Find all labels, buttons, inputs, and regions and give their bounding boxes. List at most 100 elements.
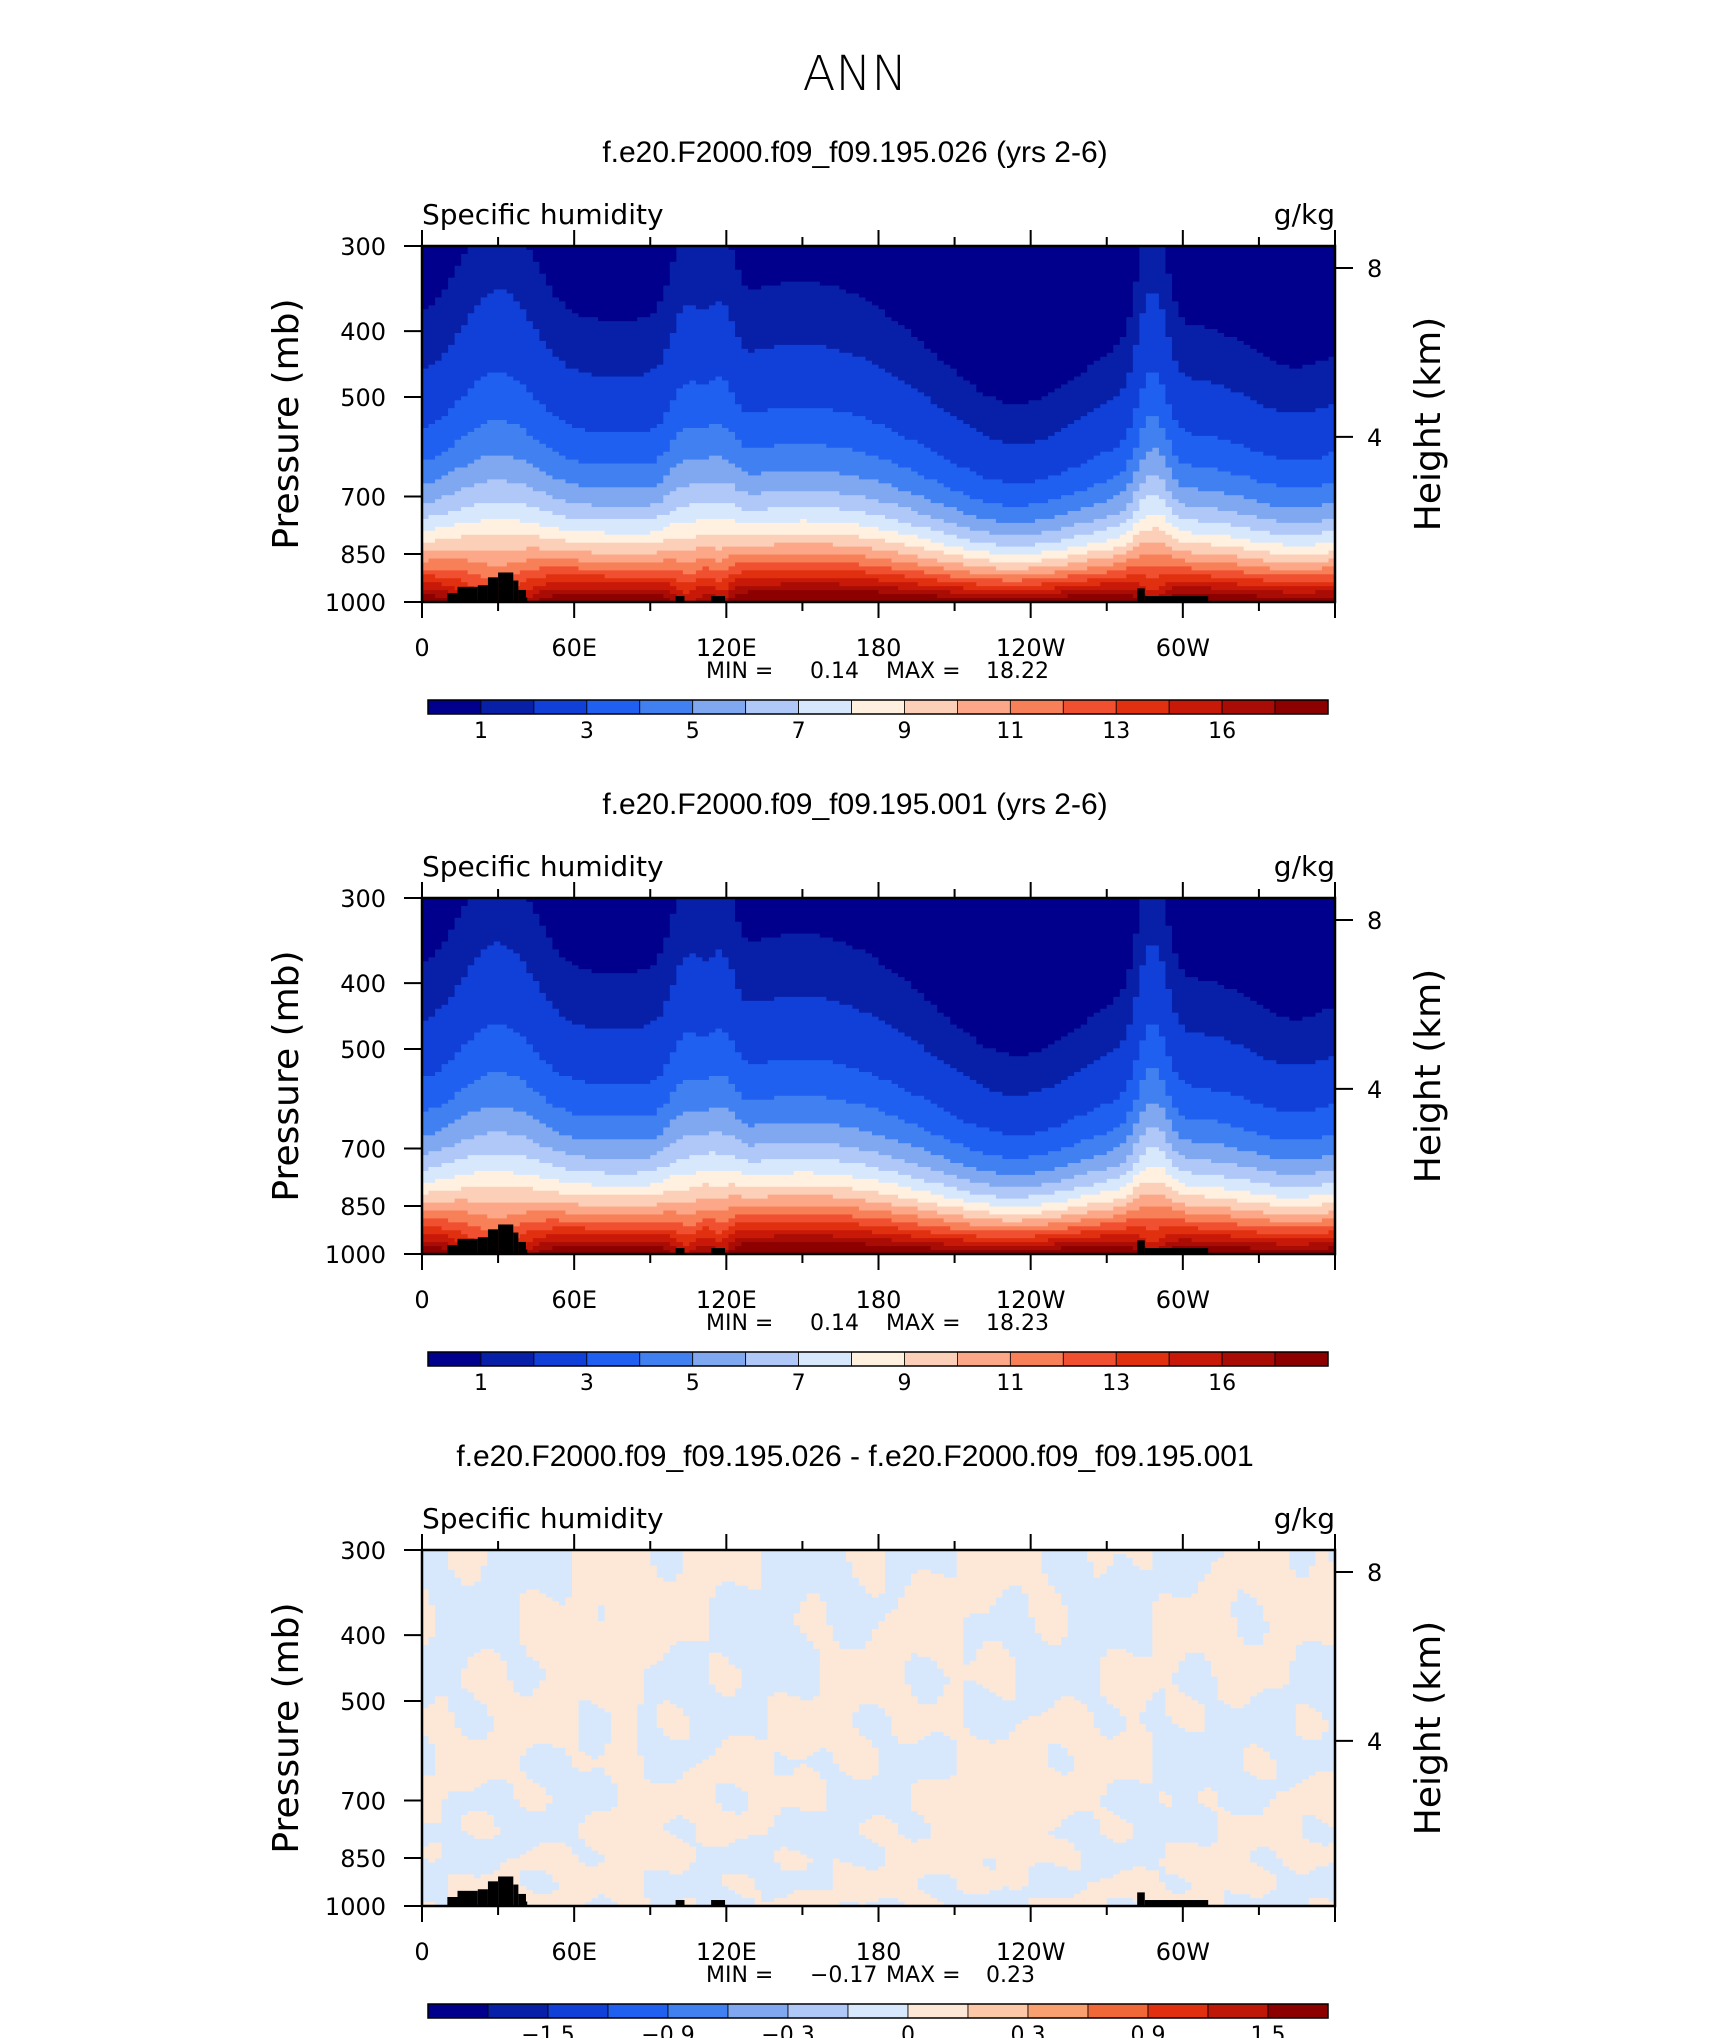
heatmap-cell xyxy=(800,1605,827,1610)
heatmap-cell xyxy=(1289,1550,1317,1555)
heatmap-cell xyxy=(1132,1127,1147,1132)
heatmap-cell xyxy=(741,269,1140,275)
heatmap-cell xyxy=(617,1799,717,1804)
heatmap-cell xyxy=(767,1830,860,1836)
heatmap-cell xyxy=(1171,352,1264,358)
heatmap-cell xyxy=(435,1633,521,1638)
heatmap-cell xyxy=(663,293,860,299)
heatmap-cell xyxy=(898,1597,997,1603)
heatmap-cell xyxy=(1132,949,1147,954)
heatmap-cell xyxy=(858,1577,886,1583)
heatmap-cell xyxy=(519,1637,710,1642)
heatmap-cell xyxy=(1054,570,1108,575)
heatmap-cell xyxy=(519,1692,534,1697)
heatmap-cell xyxy=(1139,1170,1167,1176)
heatmap-cell xyxy=(422,1182,593,1188)
heatmap-cell xyxy=(1139,269,1167,275)
heatmap-cell xyxy=(676,257,736,263)
heatmap-cell xyxy=(663,356,867,362)
heatmap-cell xyxy=(1269,1755,1336,1761)
heatmap-cell xyxy=(1158,1068,1173,1073)
heatmap-cell xyxy=(1178,1668,1212,1674)
heatmap-cell xyxy=(656,1151,710,1156)
heatmap-cell xyxy=(1113,475,1134,480)
heatmap-cell xyxy=(676,392,736,397)
heatmap-cell xyxy=(748,1143,756,1148)
heatmap-cell xyxy=(1171,443,1245,449)
heatmap-cell xyxy=(1028,1898,1108,1903)
heatmap-cell xyxy=(774,542,834,548)
heatmap-cell xyxy=(669,1870,684,1875)
heatmap-cell xyxy=(1113,1000,1134,1006)
heatmap-cell xyxy=(735,1246,932,1251)
heatmap-cell xyxy=(871,1012,945,1018)
heatmap-cell xyxy=(924,1048,997,1053)
heatmap-cell xyxy=(1119,1091,1140,1097)
heatmap-cell xyxy=(865,1103,938,1109)
heatmap-cell xyxy=(1041,530,1095,536)
heatmap-cell xyxy=(904,1032,971,1038)
heatmap-cell xyxy=(858,293,1134,299)
heatmap-cell xyxy=(422,289,443,295)
heatmap-cell xyxy=(480,518,521,524)
heatmap-cell xyxy=(1132,451,1147,457)
heatmap-cell xyxy=(422,495,443,500)
heatmap-cell xyxy=(480,1076,521,1081)
heatmap-cell xyxy=(1211,380,1336,386)
heatmap-cell xyxy=(422,909,462,915)
heatmap-cell xyxy=(715,1218,730,1223)
colorbar-box xyxy=(957,699,1011,715)
heatmap-cell xyxy=(708,1680,743,1686)
heatmap-cell xyxy=(982,1640,1003,1646)
heatmap-cell xyxy=(539,1660,658,1666)
heatmap-cell xyxy=(943,1060,1095,1065)
heatmap-cell xyxy=(1204,1573,1297,1579)
heatmap-cell xyxy=(422,1040,469,1045)
heatmap-cell xyxy=(813,1170,899,1176)
heatmap-cell xyxy=(422,483,475,488)
heatmap-cell xyxy=(461,1680,514,1686)
heatmap-cell xyxy=(858,1127,925,1132)
heatmap-cell xyxy=(682,590,690,595)
heatmap-cell xyxy=(689,1724,769,1729)
heatmap-cell xyxy=(1139,313,1167,318)
heatmap-cell xyxy=(695,1850,775,1856)
heatmap-cell xyxy=(1165,261,1336,267)
heatmap-cell xyxy=(735,973,899,978)
heatmap-cell xyxy=(735,909,1140,915)
heatmap-cell xyxy=(845,1099,932,1105)
heatmap-cell xyxy=(702,594,717,599)
heatmap-cell xyxy=(761,471,840,477)
heatmap-cell xyxy=(891,1210,938,1216)
heatmap-cell xyxy=(1041,1565,1095,1571)
heatmap-cell xyxy=(611,1716,638,1721)
heatmap-cell xyxy=(578,1826,664,1832)
heatmap-cell xyxy=(963,1724,1017,1729)
heatmap-cell xyxy=(1178,1072,1336,1077)
heatmap-cell xyxy=(663,420,873,425)
heatmap-cell xyxy=(1139,905,1167,911)
terrain-mask xyxy=(447,1896,458,1906)
heatmap-cell xyxy=(480,297,514,302)
heatmap-cell xyxy=(911,1036,977,1041)
heatmap-cell xyxy=(461,507,540,512)
heatmap-cell xyxy=(480,1107,514,1113)
heatmap-cell xyxy=(963,1163,1069,1168)
heatmap-cell xyxy=(617,1787,717,1792)
colorbar-box xyxy=(798,1351,852,1367)
heatmap-cell xyxy=(526,1036,684,1041)
x-tick-label: 60E xyxy=(551,634,597,662)
heatmap-cell xyxy=(1171,416,1336,421)
heatmap-cell xyxy=(1250,1850,1277,1856)
heatmap-cell xyxy=(898,1170,945,1176)
heatmap-cell xyxy=(878,578,938,583)
heatmap-cell xyxy=(1321,1818,1336,1824)
heatmap-cell xyxy=(1126,973,1140,978)
heatmap-cell xyxy=(1269,1751,1336,1757)
heatmap-cell xyxy=(422,1068,443,1073)
heatmap-cell xyxy=(1139,1119,1173,1125)
heatmap-cell xyxy=(591,1767,606,1773)
terrain-mask xyxy=(711,596,726,602)
heatmap-cell xyxy=(552,594,664,599)
heatmap-cell xyxy=(422,352,443,358)
